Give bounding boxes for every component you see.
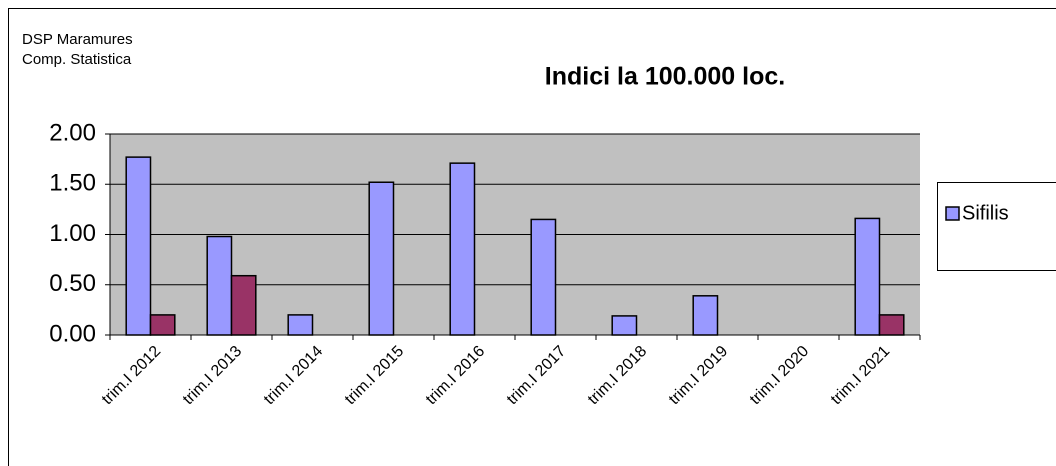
bar [854, 217, 881, 336]
bar [449, 162, 476, 336]
legend-label: Sifilis [962, 202, 1009, 224]
legend-box [937, 182, 1056, 271]
y-tick-label: 1.50 [49, 170, 96, 197]
bar [230, 274, 257, 336]
bar [692, 295, 719, 336]
y-tick-label: 1.00 [49, 220, 96, 247]
bar [206, 235, 233, 336]
bar [611, 315, 638, 336]
annotation: Comp. Statistica [22, 51, 132, 68]
bar [368, 181, 395, 336]
bar [149, 314, 176, 336]
y-tick-label: 0.00 [49, 320, 96, 347]
bar [530, 218, 557, 336]
y-tick-label: 0.50 [49, 270, 96, 297]
bar [878, 314, 905, 336]
chart-title: Indici la 100.000 loc. [545, 63, 785, 91]
bar [287, 314, 314, 336]
bar [125, 156, 152, 336]
legend-swatch [945, 206, 960, 221]
y-tick-label: 2.00 [49, 119, 96, 146]
annotation: DSP Maramures [22, 31, 133, 48]
